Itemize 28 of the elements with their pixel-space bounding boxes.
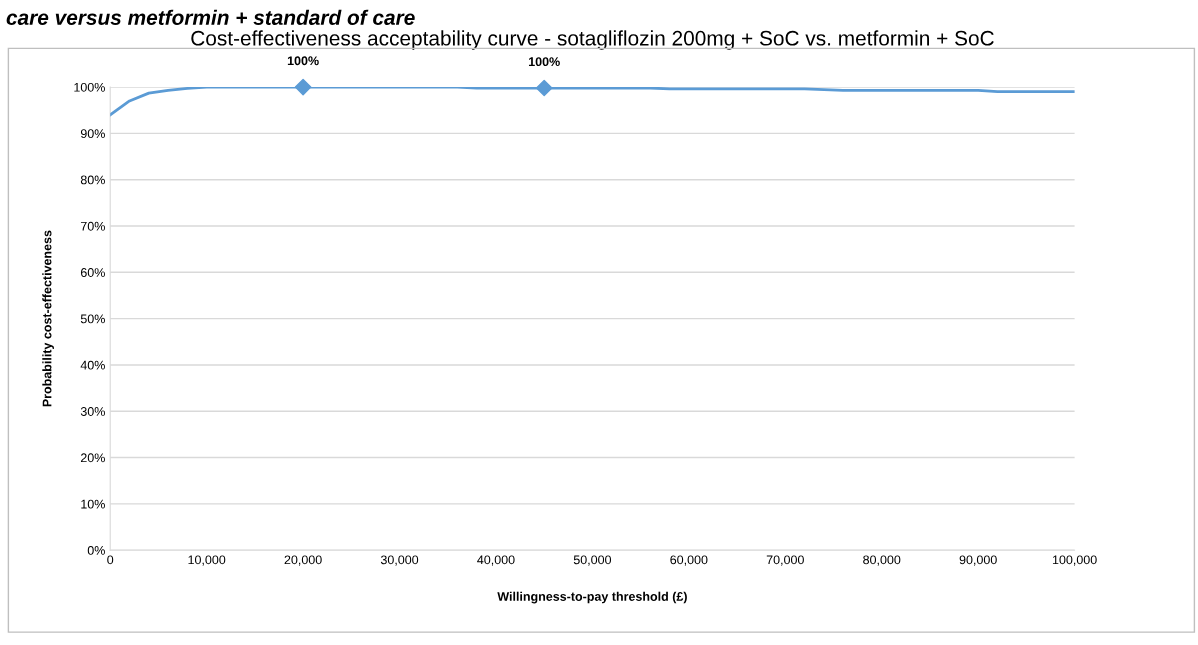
- y-tick-label: 20%: [80, 453, 105, 463]
- y-tick-label: 70%: [80, 221, 105, 231]
- y-tick-label: 50%: [80, 314, 105, 324]
- data-label: 100%: [287, 56, 319, 66]
- y-tick-label: 40%: [80, 360, 105, 370]
- y-tick-label: 30%: [80, 407, 105, 416]
- text: care versus metformin + standard of care: [6, 9, 415, 25]
- y-tick-label: 100%: [74, 82, 105, 92]
- x-tick-label: 70,000: [766, 555, 804, 566]
- y-tick-label: 90%: [80, 129, 105, 139]
- x-axis-title: Willingness-to-pay threshold (£): [497, 591, 687, 604]
- x-tick-label: 90,000: [959, 555, 997, 566]
- y-tick-label: 0%: [87, 545, 105, 555]
- x-tick-label: 50,000: [573, 555, 612, 566]
- data-label: 100%: [528, 57, 560, 67]
- chart-title: Cost-effectiveness acceptability curve - sotagliflozin 200mg + SoC vs. metformin + SoC: [191, 30, 994, 50]
- y-tick-label: 80%: [80, 175, 105, 185]
- x-tick-label: 80,000: [863, 555, 901, 566]
- x-tick-label: 10,000: [188, 555, 226, 566]
- x-tick-label: 30,000: [380, 555, 419, 566]
- y-tick-label: 10%: [81, 499, 105, 509]
- x-tick-label: 40,000: [477, 555, 515, 566]
- y-axis-title: Probability cost-effectiveness: [42, 230, 54, 407]
- x-tick-label: 60,000: [670, 555, 708, 566]
- y-tick-label: 60%: [80, 268, 105, 277]
- x-tick-label: 20,000: [284, 555, 322, 566]
- x-tick-label: 100,000: [1052, 555, 1097, 566]
- x-tick-label: 0: [107, 555, 114, 565]
